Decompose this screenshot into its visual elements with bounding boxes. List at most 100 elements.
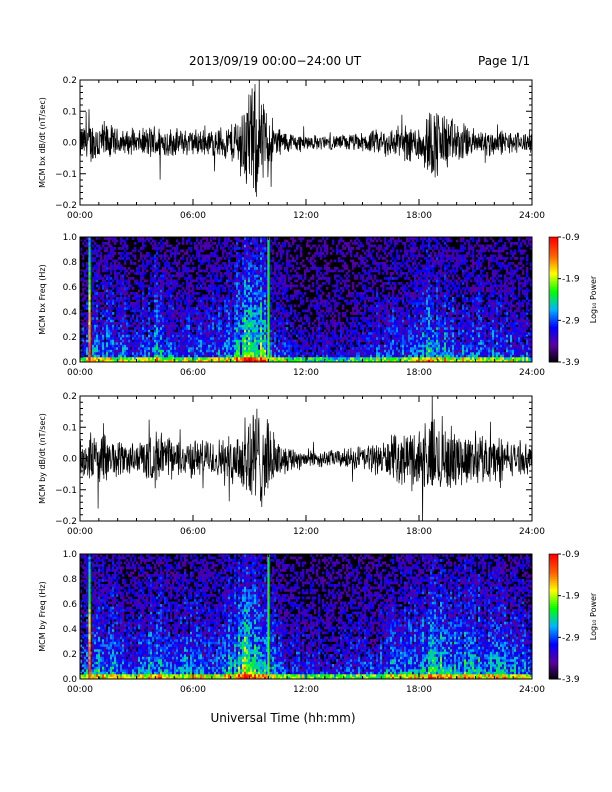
spectrogram-cell — [242, 242, 245, 245]
spectrogram-cell — [324, 357, 327, 360]
spectrogram-cell — [196, 304, 199, 308]
spectrogram-cell — [264, 334, 267, 338]
spectrogram-cell — [312, 359, 315, 362]
spectrogram-cell — [348, 292, 351, 295]
spectrogram-cell — [334, 294, 337, 298]
spectrogram-cell — [210, 287, 213, 290]
spectrogram-cell — [322, 317, 325, 320]
spectrogram-cell — [214, 267, 217, 270]
spectrogram-cell — [124, 302, 127, 305]
spectrogram-cell — [208, 314, 211, 318]
spectrogram-cell — [98, 284, 101, 288]
spectrogram-cell — [110, 329, 113, 333]
spectrogram-cell — [222, 287, 225, 290]
spectrogram-cell — [252, 272, 255, 275]
spectrogram-cell — [254, 309, 257, 313]
spectrogram-cell — [106, 324, 109, 328]
spectrogram-cell — [92, 352, 95, 355]
spectrogram-cell — [304, 269, 307, 273]
spectrogram-cell — [196, 334, 199, 338]
spectrogram-cell — [244, 277, 247, 280]
spectrogram-cell — [252, 344, 255, 348]
spectrogram-cell — [286, 327, 289, 330]
spectrogram-cell — [334, 314, 337, 318]
spectrogram-cell — [252, 307, 255, 310]
spectrogram-cell — [190, 284, 193, 288]
spectrogram-cell — [240, 312, 243, 315]
spectrogram-cell — [250, 294, 253, 298]
spectrogram-cell — [192, 317, 195, 320]
spectrogram-cell — [218, 359, 221, 362]
spectrogram-cell — [106, 354, 109, 358]
spectrogram-cell — [350, 252, 353, 255]
spectrogram-cell — [102, 324, 105, 328]
spectrogram-cell — [154, 292, 157, 295]
spectrogram-cell — [222, 352, 225, 355]
spectrogram-cell — [132, 314, 135, 318]
spectrogram-cell — [178, 259, 181, 263]
spectrogram-cell — [294, 344, 297, 348]
spectrogram-cell — [190, 342, 193, 345]
spectrogram-cell — [188, 327, 191, 330]
spectrogram-cell — [254, 284, 257, 288]
spectrogram-cell — [286, 272, 289, 275]
spectrogram-cell — [318, 334, 321, 338]
spectrogram-cell — [132, 344, 135, 348]
spectrogram-cell — [302, 309, 305, 313]
spectrogram-cell — [152, 264, 155, 268]
spectrogram-cell — [156, 257, 159, 260]
spectrogram-cell — [310, 302, 313, 305]
spectrogram-cell — [338, 274, 341, 278]
spectrogram-cell — [258, 309, 261, 313]
spectrogram-cell — [284, 357, 287, 360]
spectrogram-cell — [332, 249, 335, 253]
spectrogram-cell — [262, 352, 265, 355]
spectrogram-cell — [250, 354, 253, 358]
spectrogram-cell — [344, 327, 347, 330]
spectrogram-cell — [188, 297, 191, 300]
spectrogram-cell — [288, 274, 291, 278]
spectrogram-cell — [248, 354, 251, 358]
spectrogram-cell — [132, 347, 135, 350]
spectrogram-cell — [274, 357, 277, 360]
spectrogram-cell — [276, 292, 279, 295]
spectrogram-cell — [226, 339, 229, 343]
spectrogram-cell — [142, 259, 145, 263]
spectrogram-cell — [102, 259, 105, 263]
spectrogram-cell — [340, 329, 343, 333]
spectrogram-cell — [226, 264, 229, 268]
spectrogram-cell — [332, 312, 335, 315]
spectrogram-cell — [208, 342, 211, 345]
spectrogram-cell — [292, 327, 295, 330]
spectrogram-cell — [238, 349, 241, 353]
spectrogram-cell — [106, 247, 109, 250]
spectrogram-cell — [194, 317, 197, 320]
spectrogram-cell — [310, 327, 313, 330]
spectrogram-cell — [286, 267, 289, 270]
spectrogram-cell — [296, 352, 299, 355]
spectrogram-cell — [210, 289, 213, 293]
spectrogram-cell — [154, 254, 157, 258]
spectrogram-cell — [164, 349, 167, 353]
spectrogram-cell — [192, 347, 195, 350]
spectrogram-cell — [260, 342, 263, 345]
spectrogram-cell — [298, 332, 301, 335]
spectrogram-cell — [92, 249, 95, 253]
spectrogram-cell — [174, 352, 177, 355]
spectrogram-cell — [328, 302, 331, 305]
spectrogram-cell — [128, 279, 131, 283]
spectrogram-cell — [286, 347, 289, 350]
spectrogram-cell — [198, 254, 201, 258]
spectrogram-cell — [254, 304, 257, 308]
spectrogram-cell — [162, 339, 165, 343]
spectrogram-cell — [258, 304, 261, 308]
spectrogram-cell — [160, 317, 163, 320]
spectrogram-cell — [286, 257, 289, 260]
spectrogram-cell — [356, 342, 359, 345]
spectrogram-cell — [278, 307, 281, 310]
spectrogram-cell — [262, 249, 265, 253]
spectrogram-cell — [106, 294, 109, 298]
spectrogram-cell — [192, 337, 195, 340]
spectrogram-cell — [294, 332, 297, 335]
spectrogram-cell — [242, 244, 245, 248]
